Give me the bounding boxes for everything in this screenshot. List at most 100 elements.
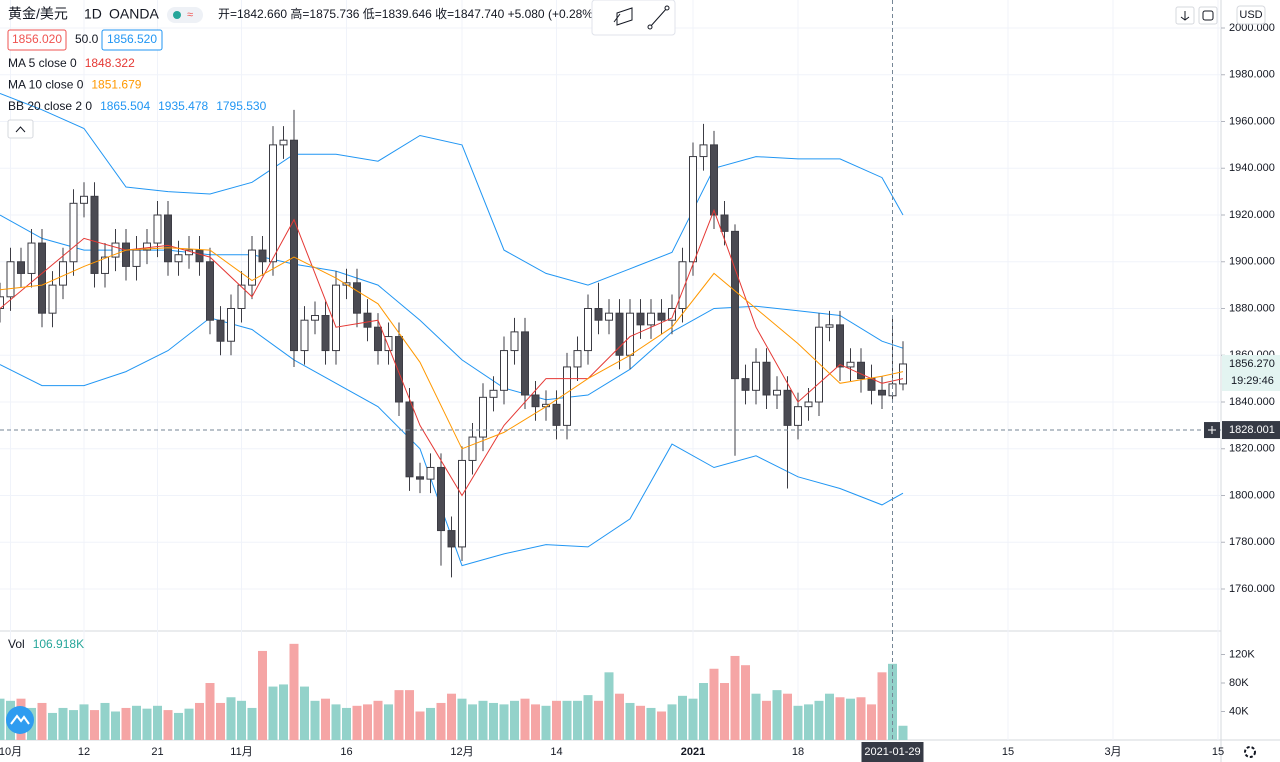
candle-body <box>510 331 519 352</box>
ask-box[interactable] <box>101 29 163 51</box>
volume-bar <box>205 683 215 740</box>
x-tick-label: 15 <box>1002 746 1014 758</box>
volume-bar <box>625 702 635 740</box>
volume-bar <box>856 697 866 740</box>
candle-body <box>279 139 288 146</box>
candle-body <box>111 242 120 258</box>
candle-body <box>573 350 582 368</box>
volume-bar <box>142 708 152 740</box>
volume-bar <box>300 686 309 740</box>
candle-body <box>69 202 78 263</box>
candle-body <box>227 308 235 342</box>
currency-box[interactable] <box>1236 5 1266 25</box>
candle-body <box>531 394 540 408</box>
candle-body <box>269 144 277 263</box>
candle-body <box>290 139 298 352</box>
candle-body <box>311 315 319 321</box>
volume-bar <box>478 700 488 740</box>
volume-bar <box>720 683 729 740</box>
volume-bar <box>237 700 246 740</box>
candle-body <box>437 466 445 532</box>
volume-bar <box>468 704 477 740</box>
candle-body <box>426 466 435 480</box>
toolbar <box>591 0 676 36</box>
candle-body <box>164 214 172 263</box>
candle-body <box>363 312 372 328</box>
volume-bar <box>258 650 267 740</box>
volume-bar <box>730 655 740 740</box>
reset-button[interactable] <box>1198 6 1218 25</box>
volume-bar <box>636 705 645 740</box>
candle-body <box>0 296 4 310</box>
candle-body <box>773 389 781 396</box>
volume-bar <box>174 712 183 740</box>
volume-bar <box>247 707 257 740</box>
plus-icon <box>1208 426 1216 435</box>
candle-body <box>153 214 162 244</box>
volume-bar <box>216 702 225 740</box>
interval: 1D <box>84 6 102 22</box>
candle-body <box>27 242 36 274</box>
candle-body <box>395 336 403 403</box>
candle-body <box>258 249 267 263</box>
volume-bar <box>835 697 845 740</box>
volume-bar <box>363 704 372 740</box>
x-tick-label: 14 <box>550 746 562 758</box>
indicator-name: MA 5 close 0 <box>8 56 77 70</box>
candle-body <box>206 261 214 321</box>
bb-basis <box>0 214 904 401</box>
candle-body <box>783 389 792 426</box>
volume-bar <box>37 702 47 740</box>
volume-bar <box>573 700 582 740</box>
volume-bar <box>342 707 351 740</box>
candle-body <box>353 282 361 314</box>
volume-bar <box>783 693 792 740</box>
countdown: 19:29:46 <box>1231 375 1274 387</box>
x-tick-label: 16 <box>340 746 352 758</box>
currency: USD <box>1239 9 1262 21</box>
collapse-button[interactable] <box>7 119 34 139</box>
crosshair-date: 2021-01-29 <box>864 746 920 758</box>
volume-bar <box>804 704 813 740</box>
candle-body <box>38 242 46 314</box>
candle-body <box>174 254 183 263</box>
volume-bar <box>583 695 593 740</box>
volume-bar <box>898 725 908 740</box>
bb-upper <box>0 93 904 286</box>
volume-bar <box>132 705 141 740</box>
candle-body <box>857 361 865 380</box>
volume-tick-label: 80K <box>1229 677 1249 689</box>
x-tick-label: 18 <box>792 746 804 758</box>
logo-mark <box>10 714 30 725</box>
volume-tick-label: 40K <box>1229 705 1249 717</box>
settings-icon[interactable] <box>1244 746 1256 758</box>
candle-body <box>416 476 424 480</box>
candle-body <box>657 312 666 321</box>
status-pill[interactable] <box>167 7 203 23</box>
indicator-name: MA 10 close 0 <box>8 78 84 92</box>
volume-bar <box>289 643 299 740</box>
candle-body <box>447 530 456 548</box>
volume-bar <box>751 693 761 740</box>
volume-bar <box>79 704 89 740</box>
candle-body <box>594 308 603 321</box>
volume-bar <box>562 700 572 740</box>
volume-bar <box>520 698 530 740</box>
status-icon: ≈ <box>187 9 193 21</box>
chevron-icon <box>15 126 26 133</box>
indicator-value: 1795.530 <box>216 99 266 113</box>
bid-box[interactable] <box>7 29 67 51</box>
volume-bar <box>0 698 5 740</box>
volume-name: Vol <box>8 637 25 651</box>
volume-bar <box>415 711 425 740</box>
trend-line-tool[interactable] <box>649 7 668 28</box>
crosshair-price-tag <box>1222 421 1280 440</box>
x-tick-label: 3月 <box>1104 746 1121 758</box>
volume-bar <box>793 705 803 740</box>
candle-body <box>846 361 855 368</box>
parallel-channel-tool[interactable] <box>613 7 633 26</box>
volume-bar <box>741 665 750 740</box>
bb-lower <box>0 317 904 567</box>
candle-body <box>321 315 330 352</box>
